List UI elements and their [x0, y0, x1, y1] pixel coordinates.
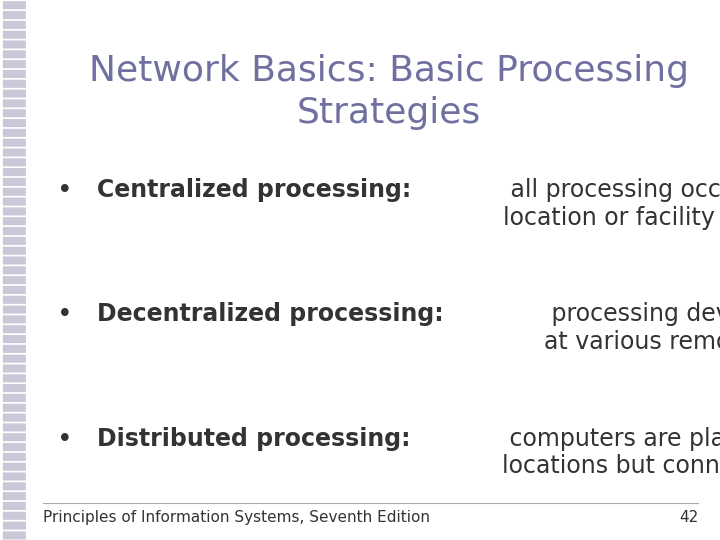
FancyBboxPatch shape: [3, 531, 26, 539]
FancyBboxPatch shape: [3, 404, 26, 412]
FancyBboxPatch shape: [3, 109, 26, 117]
FancyBboxPatch shape: [3, 237, 26, 245]
FancyBboxPatch shape: [3, 247, 26, 255]
Text: •: •: [57, 178, 73, 204]
FancyBboxPatch shape: [3, 207, 26, 215]
FancyBboxPatch shape: [3, 335, 26, 343]
FancyBboxPatch shape: [3, 1, 26, 9]
FancyBboxPatch shape: [3, 286, 26, 294]
FancyBboxPatch shape: [3, 522, 26, 530]
FancyBboxPatch shape: [3, 99, 26, 107]
FancyBboxPatch shape: [3, 256, 26, 265]
FancyBboxPatch shape: [3, 217, 26, 225]
FancyBboxPatch shape: [3, 306, 26, 314]
FancyBboxPatch shape: [3, 325, 26, 333]
FancyBboxPatch shape: [3, 296, 26, 304]
FancyBboxPatch shape: [3, 70, 26, 78]
Text: Centralized processing:: Centralized processing:: [97, 178, 411, 202]
FancyBboxPatch shape: [3, 364, 26, 373]
FancyBboxPatch shape: [3, 198, 26, 206]
FancyBboxPatch shape: [3, 11, 26, 19]
FancyBboxPatch shape: [3, 384, 26, 392]
FancyBboxPatch shape: [3, 21, 26, 29]
FancyBboxPatch shape: [3, 502, 26, 510]
FancyBboxPatch shape: [3, 40, 26, 49]
FancyBboxPatch shape: [3, 227, 26, 235]
FancyBboxPatch shape: [3, 50, 26, 58]
FancyBboxPatch shape: [3, 394, 26, 402]
Text: Distributed processing:: Distributed processing:: [97, 427, 410, 450]
FancyBboxPatch shape: [3, 315, 26, 323]
FancyBboxPatch shape: [3, 168, 26, 176]
FancyBboxPatch shape: [3, 276, 26, 284]
Text: Network Basics: Basic Processing
Strategies: Network Basics: Basic Processing Strateg…: [89, 54, 689, 130]
FancyBboxPatch shape: [3, 158, 26, 166]
FancyBboxPatch shape: [3, 60, 26, 68]
FancyBboxPatch shape: [3, 463, 26, 471]
FancyBboxPatch shape: [3, 492, 26, 500]
FancyBboxPatch shape: [3, 423, 26, 431]
Text: 42: 42: [679, 510, 698, 525]
FancyBboxPatch shape: [3, 129, 26, 137]
FancyBboxPatch shape: [3, 31, 26, 39]
FancyBboxPatch shape: [3, 80, 26, 88]
FancyBboxPatch shape: [3, 512, 26, 520]
FancyBboxPatch shape: [3, 148, 26, 157]
Text: Principles of Information Systems, Seventh Edition: Principles of Information Systems, Seven…: [43, 510, 431, 525]
Text: all processing occurs in a single
location or facility: all processing occurs in a single locati…: [503, 178, 720, 230]
FancyBboxPatch shape: [3, 374, 26, 382]
Text: computers are placed at remote
locations but connected to each other via a netwo: computers are placed at remote locations…: [502, 427, 720, 478]
FancyBboxPatch shape: [3, 453, 26, 461]
Text: Decentralized processing:: Decentralized processing:: [97, 302, 444, 326]
FancyBboxPatch shape: [3, 414, 26, 422]
FancyBboxPatch shape: [3, 345, 26, 353]
Text: processing devices are placed
at various remote locations: processing devices are placed at various…: [544, 302, 720, 354]
FancyBboxPatch shape: [3, 433, 26, 441]
FancyBboxPatch shape: [3, 443, 26, 451]
FancyBboxPatch shape: [3, 482, 26, 490]
FancyBboxPatch shape: [3, 90, 26, 98]
FancyBboxPatch shape: [3, 178, 26, 186]
FancyBboxPatch shape: [3, 188, 26, 196]
Text: •: •: [57, 302, 73, 328]
Text: •: •: [57, 427, 73, 453]
FancyBboxPatch shape: [3, 119, 26, 127]
FancyBboxPatch shape: [3, 472, 26, 481]
FancyBboxPatch shape: [3, 355, 26, 363]
FancyBboxPatch shape: [3, 266, 26, 274]
FancyBboxPatch shape: [3, 139, 26, 147]
